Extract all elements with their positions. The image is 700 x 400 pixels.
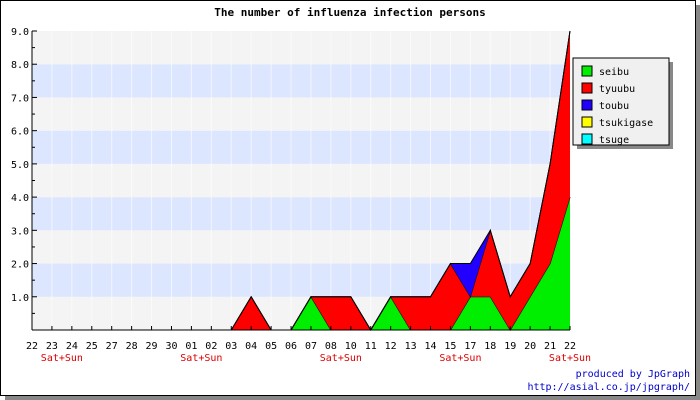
x-tick-label: 07 — [305, 341, 317, 352]
x-axis-tick-labels: 22 23 24 25 27 28 29 30 01 02 03 04 05 06 07 08 10 11 12 13… — [26, 341, 576, 352]
legend-label-tsuge: tsuge — [599, 135, 629, 146]
legend-label-toubu: toubu — [599, 101, 629, 112]
background-band — [32, 163, 570, 198]
x-tick-label: 02 — [205, 341, 217, 352]
y-tick-label: 1.0 — [11, 293, 29, 304]
footer-url[interactable]: http://asial.co.jp/jpgraph/ — [527, 382, 690, 393]
background-band — [32, 130, 570, 164]
x-tick-label: 21 — [544, 341, 556, 352]
weekend-marker-label: Sat+Sun — [180, 353, 222, 364]
x-tick-label: 08 — [325, 341, 337, 352]
plot-background-bands — [31, 31, 571, 330]
legend-swatch-tsukigase — [581, 116, 593, 128]
weekend-marker-label: Sat+Sun — [439, 353, 481, 364]
x-tick-label: 22 — [564, 341, 576, 352]
x-tick-label: 24 — [66, 341, 78, 352]
x-tick-label: 04 — [245, 341, 257, 352]
chart-title: The number of influenza infection person… — [214, 6, 486, 19]
x-tick-label: 03 — [225, 341, 237, 352]
legend-label-tyuubu: tyuubu — [599, 84, 635, 95]
x-tick-label: 22 — [26, 341, 38, 352]
weekend-marker-label: Sat+Sun — [41, 353, 83, 364]
legend-swatch-tyuubu — [581, 82, 593, 94]
y-tick-label: 8.0 — [11, 60, 29, 71]
x-tick-label: 30 — [165, 341, 177, 352]
weekend-marker-label: Sat+Sun — [320, 353, 362, 364]
x-tick-label: 29 — [146, 341, 158, 352]
x-tick-label: 12 — [385, 341, 397, 352]
y-tick-label: 5.0 — [11, 160, 29, 171]
axes — [31, 30, 571, 331]
y-axis-tick-labels: 1.0 2.0 3.0 4.0 5.0 6.0 7.0 8.0 9.0 — [11, 27, 29, 304]
x-tick-label: 27 — [106, 341, 118, 352]
x-tick-label: 20 — [524, 341, 536, 352]
legend-swatch-seibu — [581, 65, 593, 77]
y-tick-label: 9.0 — [11, 27, 29, 38]
x-tick-label: 18 — [484, 341, 496, 352]
y-tick-label: 3.0 — [11, 226, 29, 237]
weekend-marker-label: Sat+Sun — [549, 353, 591, 364]
x-tick-label: 28 — [126, 341, 138, 352]
background-band — [32, 31, 570, 65]
legend: seibu tyuubu toubu tsukigase tsuge — [572, 57, 673, 149]
y-tick-label: 4.0 — [11, 193, 29, 204]
x-tick-label: 11 — [365, 341, 377, 352]
x-tick-label: 15 — [444, 341, 456, 352]
y-tick-label: 6.0 — [11, 127, 29, 138]
x-tick-label: 17 — [464, 341, 476, 352]
x-tick-label: 05 — [265, 341, 277, 352]
x-tick-label: 25 — [86, 341, 98, 352]
y-tick-label: 7.0 — [11, 93, 29, 104]
background-band — [32, 64, 570, 98]
x-tick-label: 10 — [345, 341, 357, 352]
legend-label-seibu: seibu — [599, 67, 629, 78]
weekend-markers: Sat+Sun Sat+Sun Sat+Sun Sat+Sun Sat+Sun — [41, 353, 591, 364]
area-series-tyuubu — [32, 31, 570, 330]
legend-swatch-tsuge — [581, 133, 593, 145]
x-tick-label: 19 — [504, 341, 516, 352]
x-tick-label: 01 — [185, 341, 197, 352]
x-tick-label: 13 — [405, 341, 417, 352]
background-band — [32, 97, 570, 131]
legend-swatch-toubu — [581, 99, 593, 111]
x-tick-label: 06 — [285, 341, 297, 352]
footer-produced-by: produced by JpGraph — [576, 369, 690, 380]
legend-label-tsukigase: tsukigase — [599, 118, 653, 129]
x-tick-label: 14 — [424, 341, 436, 352]
y-tick-label: 2.0 — [11, 260, 29, 271]
background-band — [32, 197, 570, 231]
x-tick-label: 23 — [46, 341, 58, 352]
